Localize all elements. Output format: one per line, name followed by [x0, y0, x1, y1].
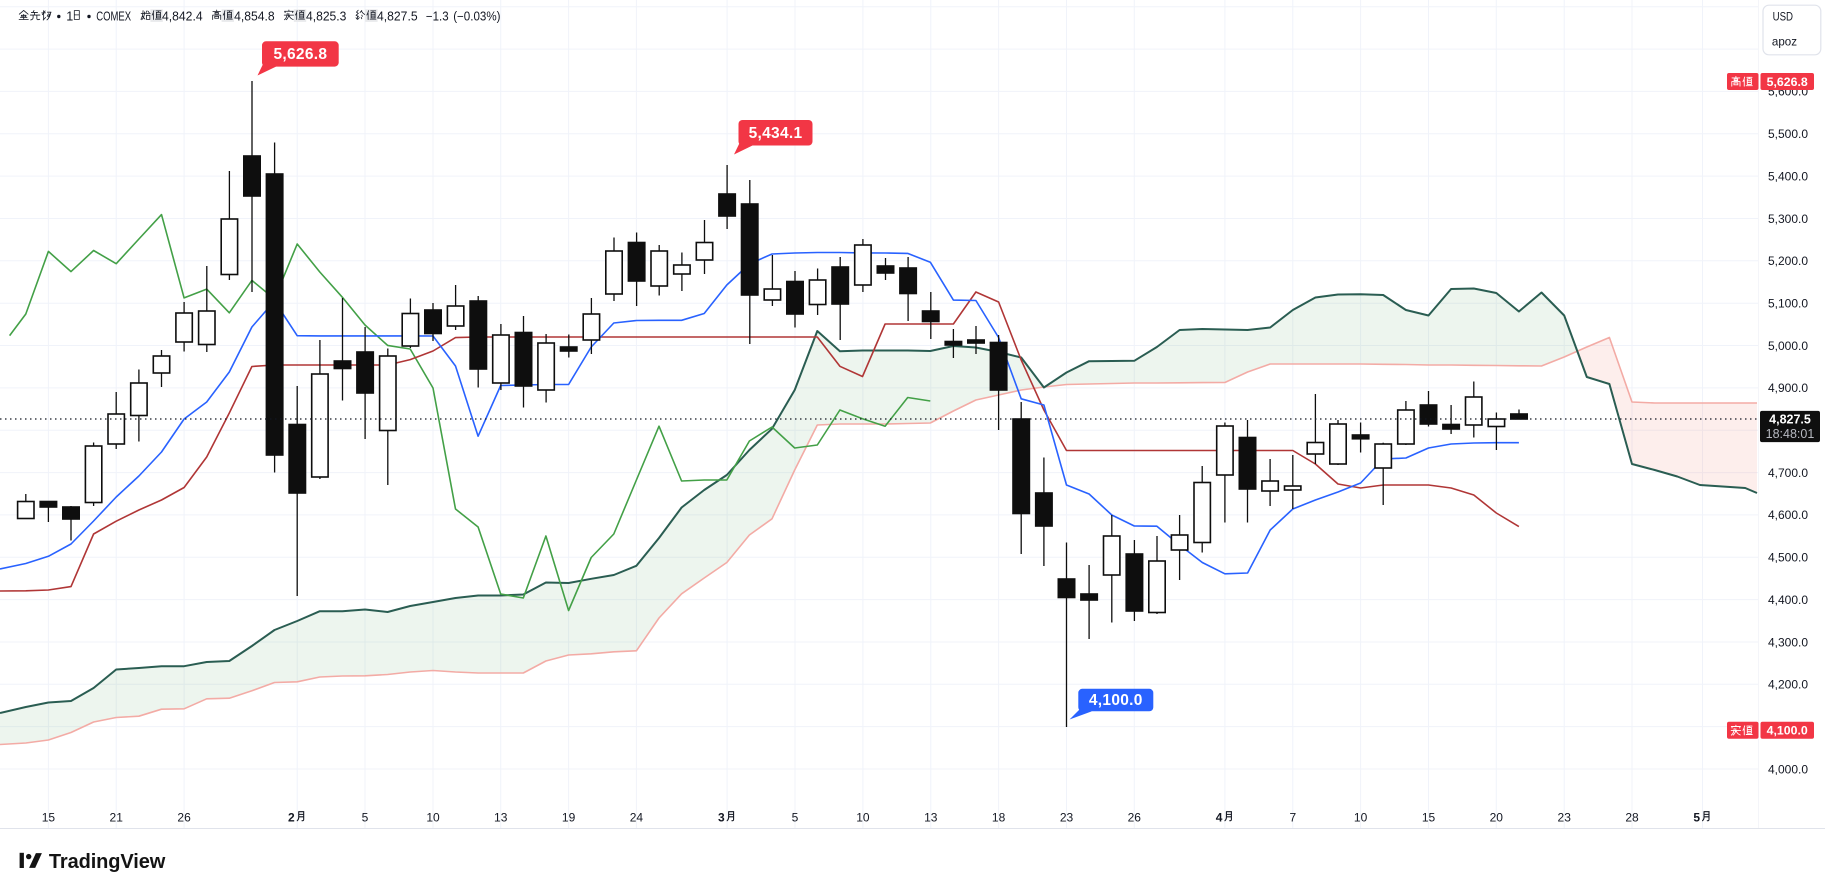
svg-text:15: 15 [1422, 810, 1436, 824]
svg-text:4,100.0: 4,100.0 [1767, 724, 1808, 738]
svg-text:2: 2 [288, 810, 295, 824]
svg-text:7: 7 [1289, 810, 1296, 824]
svg-text:4,854.8: 4,854.8 [234, 10, 275, 24]
svg-text:TradingView: TradingView [49, 851, 166, 873]
svg-text:USD: USD [1773, 10, 1794, 24]
svg-text:4,400.0: 4,400.0 [1768, 593, 1808, 607]
svg-text:4,825.3: 4,825.3 [306, 10, 346, 24]
svg-text:1: 1 [66, 10, 73, 24]
svg-text:4,200.0: 4,200.0 [1768, 678, 1808, 692]
svg-text:26: 26 [177, 810, 191, 824]
svg-text:−1.3: −1.3 [426, 10, 449, 24]
svg-text:4,600.0: 4,600.0 [1768, 508, 1808, 522]
svg-text:19: 19 [562, 810, 576, 824]
svg-text:4: 4 [1216, 810, 1223, 824]
svg-text:10: 10 [1354, 810, 1368, 824]
svg-text:20: 20 [1490, 810, 1504, 824]
svg-text:3: 3 [718, 810, 725, 824]
svg-text:5,000.0: 5,000.0 [1768, 339, 1808, 353]
svg-text:4,000.0: 4,000.0 [1768, 762, 1808, 776]
svg-text:18: 18 [992, 810, 1006, 824]
svg-text:(−0.03%): (−0.03%) [453, 10, 500, 24]
svg-text:26: 26 [1128, 810, 1142, 824]
svg-text:4,827.5: 4,827.5 [1769, 413, 1811, 427]
svg-text:5,500.0: 5,500.0 [1768, 127, 1808, 141]
svg-text:23: 23 [1060, 810, 1074, 824]
svg-text:13: 13 [494, 810, 508, 824]
svg-text:4,827.5: 4,827.5 [377, 10, 418, 24]
svg-text:5: 5 [362, 810, 369, 824]
svg-text:15: 15 [42, 810, 56, 824]
svg-text:5,626.8: 5,626.8 [1767, 75, 1808, 89]
svg-text:5,400.0: 5,400.0 [1768, 169, 1808, 183]
svg-text:28: 28 [1625, 810, 1639, 824]
svg-text:4,900.0: 4,900.0 [1768, 381, 1808, 395]
svg-text:5,200.0: 5,200.0 [1768, 254, 1808, 268]
svg-text:13: 13 [924, 810, 938, 824]
svg-text:10: 10 [856, 810, 870, 824]
svg-text:5,626.8: 5,626.8 [273, 46, 327, 63]
svg-text:21: 21 [110, 810, 124, 824]
svg-text:4,300.0: 4,300.0 [1768, 635, 1808, 649]
svg-text:5,300.0: 5,300.0 [1768, 212, 1808, 226]
svg-text:18:48:01: 18:48:01 [1766, 427, 1815, 441]
svg-text:COMEX: COMEX [96, 10, 131, 24]
svg-text:4,842.4: 4,842.4 [162, 10, 203, 24]
svg-text:4,500.0: 4,500.0 [1768, 551, 1808, 565]
svg-text:23: 23 [1558, 810, 1572, 824]
svg-text:5: 5 [1693, 810, 1700, 824]
svg-text:apoz: apoz [1772, 35, 1797, 49]
svg-text:5,434.1: 5,434.1 [749, 125, 803, 142]
svg-text:5,100.0: 5,100.0 [1768, 297, 1808, 311]
svg-text:4,700.0: 4,700.0 [1768, 466, 1808, 480]
svg-text:10: 10 [426, 810, 440, 824]
svg-text:5: 5 [792, 810, 799, 824]
svg-text:4,100.0: 4,100.0 [1089, 692, 1143, 709]
svg-text:24: 24 [630, 810, 644, 824]
